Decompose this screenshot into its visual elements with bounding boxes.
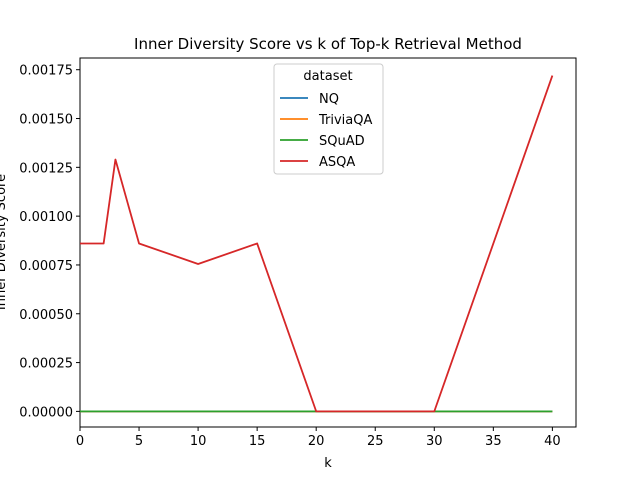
y-tick-label: 0.00125 (19, 161, 73, 176)
y-tick-label: 0.00100 (19, 210, 73, 225)
legend-label-asqa: ASQA (319, 155, 355, 170)
y-axis-label: Inner Diversity Score (0, 174, 9, 310)
legend-label-nq: NQ (319, 92, 339, 107)
x-axis: 0 5 10 15 20 25 30 35 40 (76, 427, 561, 449)
x-axis-label: k (324, 456, 332, 471)
x-tick-label: 40 (544, 434, 561, 449)
legend: dataset NQ TriviaQA SQuAD ASQA (273, 63, 384, 175)
legend-label-triviaqa: TriviaQA (318, 113, 372, 128)
x-tick-label: 5 (135, 434, 143, 449)
x-tick-label: 25 (367, 434, 384, 449)
x-tick-label: 10 (190, 434, 207, 449)
series-line-asqa (80, 75, 554, 413)
y-tick-label: 0.00175 (19, 64, 73, 79)
y-tick-label: 0.00150 (19, 113, 73, 128)
y-tick-label: 0.00075 (19, 259, 73, 274)
y-axis: 0.00000 0.00025 0.00050 0.00075 0.00100 0.001… (19, 64, 80, 420)
legend-label-squad: SQuAD (319, 134, 365, 149)
x-tick-label: 0 (76, 434, 84, 449)
x-tick-label: 35 (485, 434, 502, 449)
chart-title: Inner Diversity Score vs k of Top-k Retr… (134, 35, 522, 53)
plot-area (79, 57, 577, 428)
x-tick-label: 30 (426, 434, 443, 449)
y-tick-label: 0.00025 (19, 357, 73, 372)
legend-title: dataset (303, 69, 352, 84)
plot-frame (79, 57, 577, 428)
y-tick-label: 0.00000 (19, 405, 73, 420)
x-tick-label: 15 (249, 434, 266, 449)
y-tick-label: 0.00050 (19, 308, 73, 323)
x-tick-label: 20 (308, 434, 325, 449)
legend-frame (273, 63, 384, 175)
series-lines (80, 75, 554, 413)
legend-entries: NQ TriviaQA SQuAD ASQA (280, 92, 372, 170)
